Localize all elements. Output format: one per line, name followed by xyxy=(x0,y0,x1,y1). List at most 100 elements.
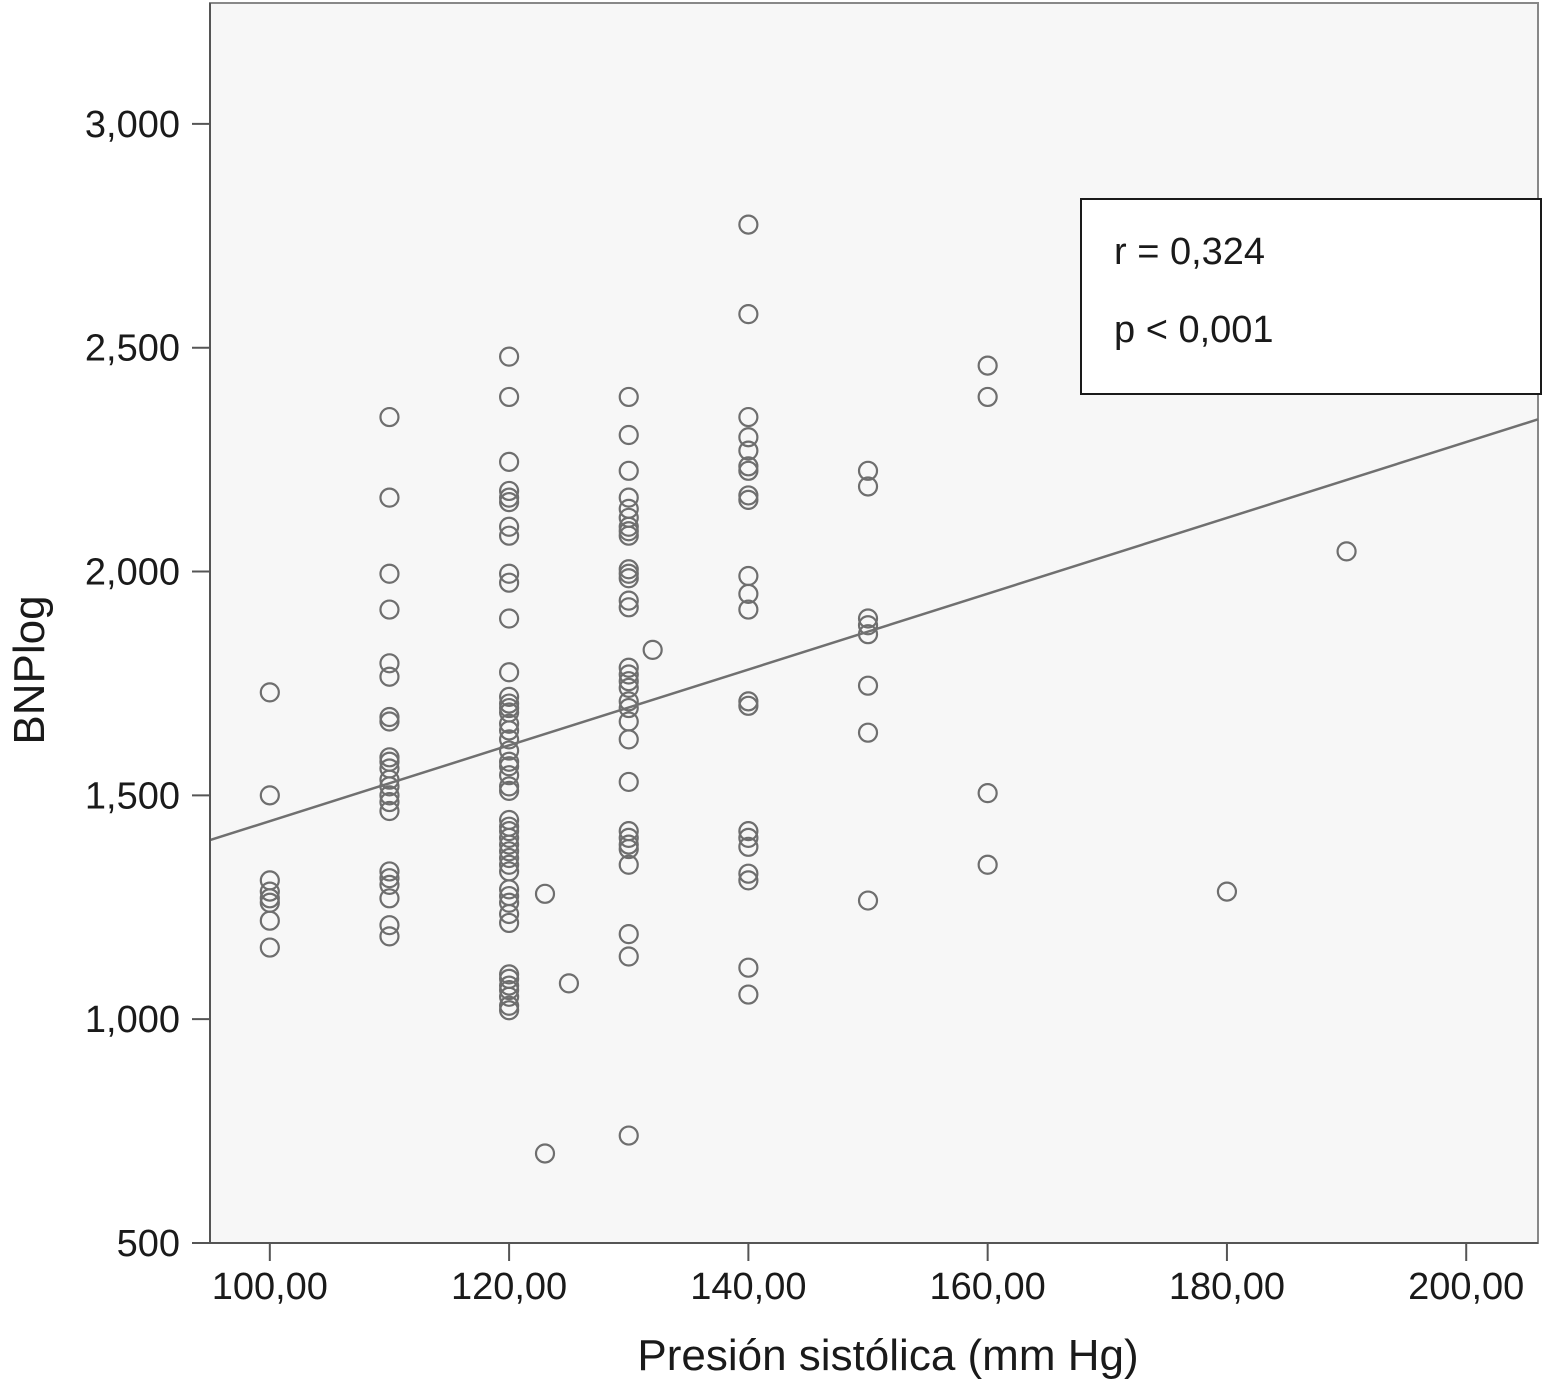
data-point xyxy=(498,986,520,1007)
x-tick-label: 200,00 xyxy=(1408,1266,1524,1308)
data-point xyxy=(738,214,759,235)
data-point xyxy=(642,639,663,660)
data-point xyxy=(857,476,879,497)
data-point xyxy=(379,785,400,806)
data-point xyxy=(259,881,280,902)
data-point xyxy=(379,926,400,947)
data-point xyxy=(498,827,520,848)
data-point xyxy=(618,657,639,678)
data-point xyxy=(738,821,759,842)
x-tick-label: 100,00 xyxy=(212,1266,328,1308)
data-point xyxy=(498,740,520,761)
data-point xyxy=(618,697,639,719)
data-point xyxy=(498,525,520,546)
data-point xyxy=(498,729,520,750)
data-point xyxy=(379,666,400,687)
data-point xyxy=(618,664,639,685)
data-point xyxy=(498,492,520,513)
y-tick-label: 2,500 xyxy=(85,328,180,370)
data-point xyxy=(498,563,520,584)
data-point xyxy=(498,892,520,913)
data-point xyxy=(738,406,759,428)
data-point xyxy=(379,563,400,584)
data-point xyxy=(738,489,759,510)
data-point xyxy=(618,487,639,508)
data-point xyxy=(379,791,400,813)
data-point xyxy=(498,480,520,502)
x-axis-title: Presión sistólica (mm Hg) xyxy=(637,1331,1138,1380)
data-point xyxy=(738,695,759,716)
data-point xyxy=(498,662,520,683)
y-tick-label: 500 xyxy=(117,1223,180,1265)
data-point xyxy=(259,910,280,931)
data-point xyxy=(498,572,520,593)
data-point xyxy=(498,608,520,629)
data-point xyxy=(498,912,520,934)
data-point xyxy=(498,854,520,875)
data-point xyxy=(738,304,759,325)
data-point xyxy=(977,854,998,875)
data-point xyxy=(534,883,556,904)
x-tick-label: 160,00 xyxy=(930,1266,1046,1308)
data-point xyxy=(379,861,400,882)
data-point xyxy=(618,838,639,860)
data-point xyxy=(618,424,639,446)
data-point xyxy=(379,599,400,620)
y-tick-label: 3,000 xyxy=(85,104,180,146)
data-point xyxy=(259,937,280,958)
data-point xyxy=(738,827,759,848)
data-point xyxy=(738,957,759,978)
data-point xyxy=(498,516,520,537)
data-point xyxy=(857,615,879,636)
data-point xyxy=(618,771,639,793)
data-point xyxy=(498,841,520,862)
data-point xyxy=(498,979,520,1001)
data-point xyxy=(738,440,759,461)
y-axis-title: BNPlog xyxy=(5,595,54,744)
data-point xyxy=(738,599,759,620)
data-point xyxy=(618,827,639,848)
data-point xyxy=(379,915,400,936)
data-point xyxy=(618,525,639,546)
data-point xyxy=(618,597,639,618)
y-tick-label: 1,500 xyxy=(85,775,180,817)
data-point xyxy=(738,863,759,884)
data-point xyxy=(498,765,520,786)
data-point xyxy=(1336,541,1357,562)
data-point xyxy=(379,874,400,895)
data-point xyxy=(379,868,400,889)
data-point xyxy=(534,1143,556,1164)
data-point xyxy=(259,682,280,703)
data-point xyxy=(618,677,639,699)
statistics-box-frame xyxy=(1080,198,1542,395)
data-point xyxy=(498,780,520,801)
data-point xyxy=(498,451,520,472)
data-point xyxy=(498,834,520,855)
data-point xyxy=(618,590,639,611)
data-point xyxy=(1216,881,1238,902)
correlation-coefficient: r = 0,324 xyxy=(1114,231,1265,273)
data-point xyxy=(977,386,998,408)
data-point xyxy=(857,722,879,743)
x-tick-label: 140,00 xyxy=(690,1266,806,1308)
data-point xyxy=(498,756,520,777)
x-axis-ticks: 100,00 120,00 140,00 160,00 180,00 200,00 xyxy=(212,1243,1524,1308)
data-point xyxy=(738,583,759,605)
y-tick-label: 1,000 xyxy=(85,999,180,1041)
data-point xyxy=(379,711,400,732)
data-point xyxy=(379,406,400,428)
data-point xyxy=(738,870,759,891)
data-point xyxy=(498,386,520,408)
p-value: p < 0,001 xyxy=(1114,309,1274,351)
data-point xyxy=(977,355,998,376)
data-point xyxy=(379,487,400,508)
data-point xyxy=(498,821,520,842)
data-point xyxy=(857,675,879,696)
data-point xyxy=(738,984,759,1005)
scatter-points xyxy=(259,214,1357,1164)
statistics-box: r = 0,324 p < 0,001 xyxy=(1080,198,1542,395)
data-point xyxy=(618,386,639,408)
plot-area xyxy=(209,2,1539,1244)
